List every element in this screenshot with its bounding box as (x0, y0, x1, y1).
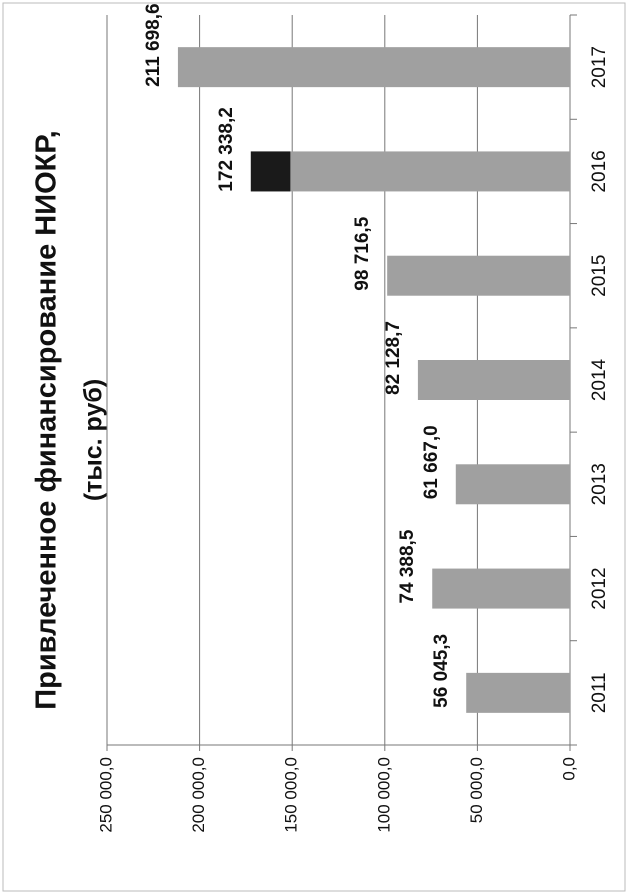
data-label: 211 698,6 (143, 3, 164, 86)
x-tick-label: 2017 (589, 46, 610, 88)
bar (387, 255, 570, 296)
x-tick-label: 2016 (589, 150, 610, 192)
x-tick-label: 2015 (589, 255, 610, 297)
y-tick-label: 150 000,0 (282, 757, 301, 833)
data-label: 172 338,2 (216, 107, 237, 192)
y-tick-label: 50 000,0 (467, 757, 486, 823)
x-tick-label: 2012 (589, 567, 610, 609)
bar (177, 47, 570, 88)
chart-subtitle: (тыс. руб) (80, 379, 108, 501)
data-label: 82 128,7 (383, 321, 404, 395)
bar (250, 151, 570, 192)
chart-title: Привлеченное финансирование НИОКР, (31, 130, 63, 709)
y-tick-label: 200 000,0 (189, 757, 208, 833)
y-tick-label: 0,0 (559, 757, 578, 781)
x-tick-label: 2011 (589, 672, 610, 713)
data-label: 98 716,5 (352, 216, 373, 290)
y-tick-label: 250 000,0 (96, 757, 115, 833)
bar (455, 464, 570, 505)
bar (432, 568, 570, 609)
data-label: 56 045,3 (431, 634, 452, 708)
x-tick-label: 2014 (589, 358, 610, 401)
data-label: 61 667,0 (421, 425, 442, 499)
bar (466, 672, 570, 713)
data-label: 74 388,5 (397, 529, 418, 603)
bar (417, 360, 570, 400)
bar-highlight (250, 151, 291, 192)
y-tick-label: 100 000,0 (374, 757, 393, 833)
x-tick-label: 2013 (589, 463, 610, 505)
